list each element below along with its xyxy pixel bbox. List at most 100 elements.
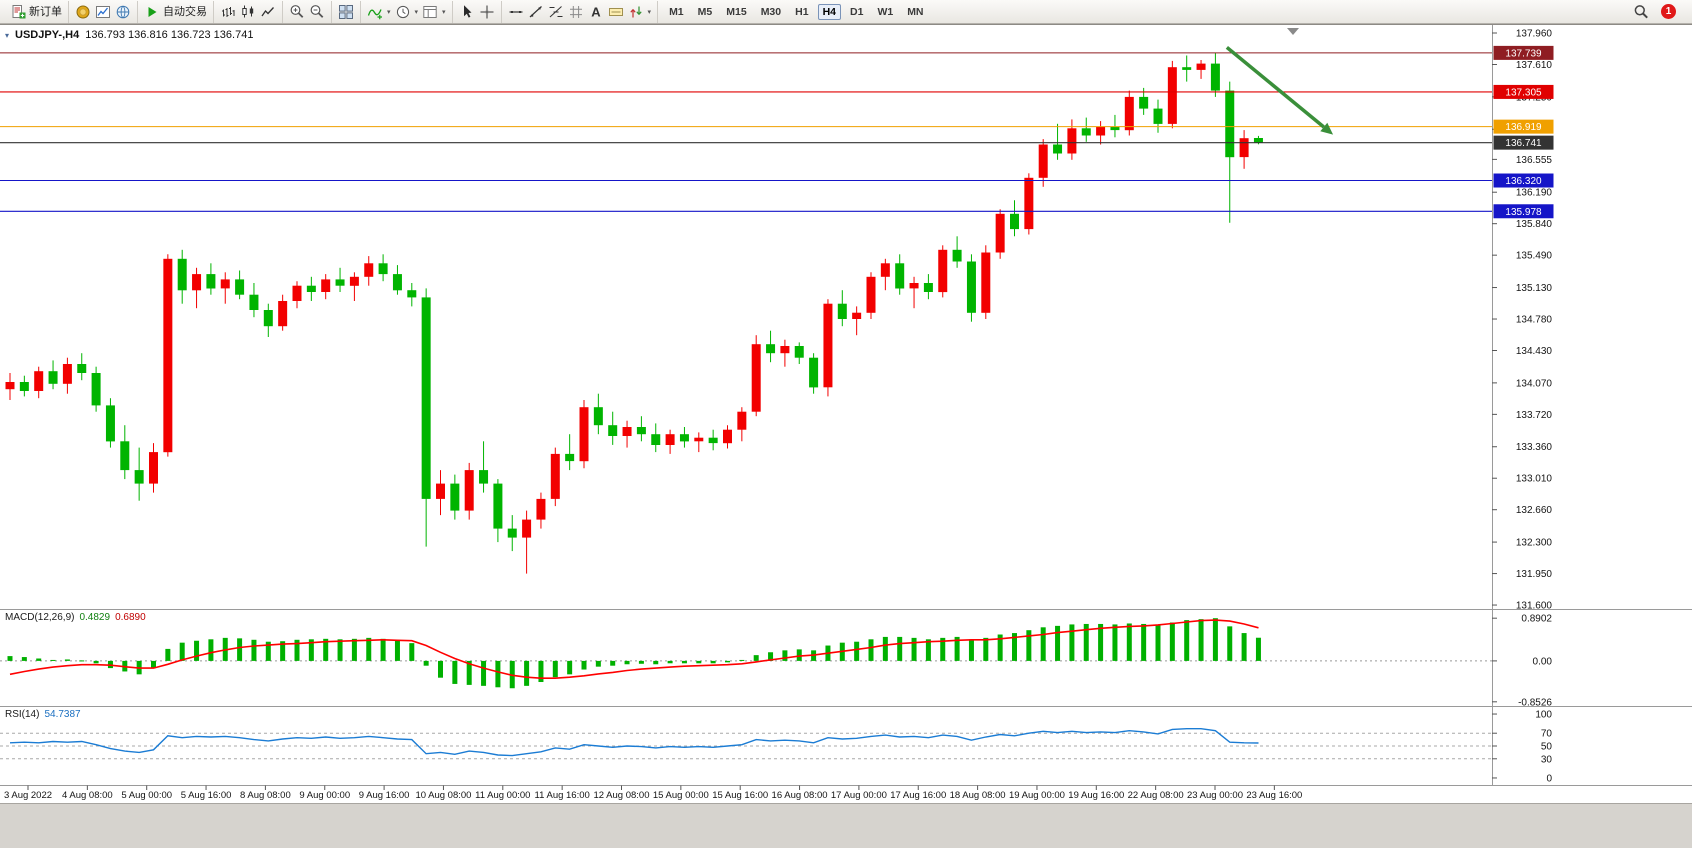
macd-histogram-bar — [323, 638, 329, 661]
price-tag-135.978 — [1493, 204, 1554, 219]
macd-histogram-bar — [280, 641, 286, 661]
chart-window[interactable]: 137.960137.610137.250136.890136.555136.1… — [0, 24, 1692, 804]
doc-plus-icon — [12, 4, 26, 18]
svg-text:A: A — [591, 4, 601, 19]
candle-body — [91, 373, 101, 406]
label-button[interactable] — [606, 2, 626, 22]
template-icon — [423, 5, 437, 18]
candle-body — [1239, 138, 1249, 158]
tf-h4[interactable]: H4 — [816, 2, 843, 22]
candle-body — [77, 364, 87, 373]
community-button[interactable] — [113, 2, 133, 22]
dropdown-caret-icon[interactable]: ▾ — [442, 8, 446, 16]
zoom-in-button[interactable] — [287, 2, 307, 22]
macd-histogram-bar — [1169, 622, 1175, 661]
label-icon — [608, 7, 623, 16]
tf-d1[interactable]: D1 — [843, 2, 870, 22]
tf-w1-label: W1 — [877, 5, 894, 18]
auto-trading-button[interactable]: 自动交易 — [142, 2, 209, 22]
macd-histogram-bar — [567, 660, 573, 675]
macd-histogram-bar — [882, 636, 888, 661]
metaquotes-button[interactable] — [73, 2, 93, 22]
macd-histogram-bar — [1212, 618, 1218, 661]
axis-text-layer: 137.960137.610137.250136.890136.555136.1… — [4, 29, 1552, 801]
candle-body — [536, 498, 546, 520]
tf-m15-label: M15 — [726, 5, 747, 18]
macd-histogram-bar — [251, 639, 257, 661]
macd-histogram-bar — [265, 641, 271, 661]
price-axis-label: 133.010 — [1516, 474, 1553, 485]
tile-windows-button[interactable] — [336, 2, 356, 22]
tf-mn[interactable]: MN — [900, 2, 930, 22]
arrows-icon — [629, 6, 642, 17]
candle-body — [306, 285, 316, 292]
notification-badge[interactable]: 1 — [1661, 4, 1676, 19]
macd-histogram-bar — [308, 639, 314, 661]
fibonacci-button[interactable] — [546, 2, 566, 22]
candle-body — [335, 279, 345, 286]
macd-name: MACD(12,26,9) — [5, 612, 75, 623]
new-order-button[interactable]: 新订单 — [8, 2, 64, 22]
macd-histogram-bar — [940, 637, 946, 661]
tf-m5[interactable]: M5 — [691, 2, 720, 22]
candle-body — [177, 258, 187, 291]
tf-m15[interactable]: M15 — [719, 2, 753, 22]
macd-histogram-bar — [409, 643, 415, 661]
templates-button[interactable]: ▾ — [420, 2, 448, 22]
tf-w1[interactable]: W1 — [870, 2, 900, 22]
zoom-out-button[interactable] — [307, 2, 327, 22]
candle-body — [392, 274, 402, 291]
time-axis-label: 11 Aug 00:00 — [475, 790, 530, 801]
candle-body — [866, 276, 876, 313]
grid-button[interactable] — [566, 2, 586, 22]
candle-body — [407, 290, 417, 298]
macd-histogram-bar — [638, 660, 644, 664]
horizontal-line-button[interactable] — [506, 2, 526, 22]
macd-histogram-bar — [7, 656, 13, 661]
text-button[interactable]: A — [586, 2, 606, 22]
trend-arrow-line[interactable] — [1225, 46, 1325, 129]
periods-button[interactable]: ▾ — [393, 2, 421, 22]
search-button[interactable] — [1631, 2, 1651, 22]
macd-histogram-bar — [524, 660, 530, 686]
candle-body — [263, 310, 273, 327]
candlestick-chart-button[interactable] — [238, 2, 258, 22]
tf-m30[interactable]: M30 — [754, 2, 788, 22]
candle-body — [464, 470, 474, 511]
tf-h1[interactable]: H1 — [788, 2, 815, 22]
chart-canvas[interactable]: 137.960137.610137.250136.890136.555136.1… — [0, 25, 1692, 804]
notifications-button[interactable]: 1 — [1659, 2, 1678, 22]
trendline-button[interactable] — [526, 2, 546, 22]
tf-m1[interactable]: M1 — [662, 2, 691, 22]
arrow-tools-button[interactable]: ▾ — [626, 2, 654, 22]
cursor-button[interactable] — [457, 2, 477, 22]
bar-chart-button[interactable] — [218, 2, 238, 22]
price-tag-text: 135.978 — [1505, 207, 1542, 218]
macd-histogram-bar — [452, 660, 458, 684]
line-chart-button[interactable] — [258, 2, 278, 22]
rsi-indicator-label: RSI(14) 54.7387 — [5, 709, 81, 720]
indicators-button[interactable]: ▾ — [365, 2, 393, 22]
macd-histogram-bar — [237, 638, 243, 661]
candle-body — [852, 312, 862, 319]
candle-body — [1038, 144, 1048, 178]
trend-arrow-head[interactable] — [1320, 122, 1334, 135]
candle-body — [507, 528, 517, 538]
candle-body — [952, 249, 962, 262]
macd-main-value: 0.4829 — [79, 612, 111, 623]
macd-histogram-bar — [1055, 625, 1061, 661]
candle-body — [1225, 90, 1235, 158]
dropdown-caret-icon[interactable]: ▾ — [387, 8, 391, 16]
dropdown-caret-icon[interactable]: ▾ — [414, 8, 419, 16]
dropdown-caret-icon[interactable]: ▾ — [647, 8, 652, 16]
crosshair-button[interactable] — [477, 2, 497, 22]
textA-icon: A — [591, 4, 601, 19]
chart-shift-marker[interactable] — [1287, 28, 1299, 35]
macd-histogram-bar — [681, 660, 687, 664]
new-chart-button[interactable] — [93, 2, 113, 22]
macd-histogram-bar — [179, 642, 185, 661]
one-click-trading-toggle-icon[interactable]: ▾ — [5, 30, 10, 40]
macd-histogram-bar — [208, 639, 214, 661]
candle-body — [292, 285, 302, 301]
macd-histogram-bar — [1040, 627, 1046, 661]
